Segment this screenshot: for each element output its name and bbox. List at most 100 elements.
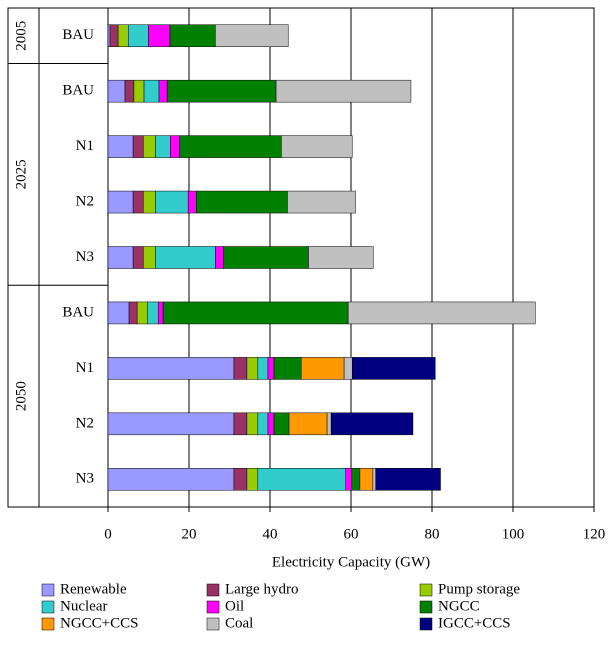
bar-segment: [107, 246, 134, 269]
bar-segment: [347, 301, 536, 325]
bar-segment: [179, 135, 282, 158]
bar-segment: [107, 412, 235, 436]
bar-segment: [267, 357, 275, 380]
y-tick-label: N2: [76, 193, 94, 209]
bar-segment: [233, 468, 248, 491]
bar-segment: [308, 246, 374, 269]
bar-segment: [128, 301, 138, 325]
y-tick-label: BAU: [62, 27, 94, 43]
bar-segment: [330, 412, 414, 436]
y-tick-label: BAU: [62, 304, 94, 320]
bar-segment: [109, 24, 119, 47]
x-tick-label: 20: [182, 526, 197, 542]
group-label: 2005: [13, 21, 29, 51]
bar-segment: [155, 190, 189, 214]
bar-segment: [155, 135, 171, 158]
bar-segment: [187, 190, 197, 214]
bar-segment: [246, 468, 259, 491]
bar-segment: [273, 357, 302, 380]
bar-segment: [196, 190, 288, 214]
y-tick-label: N3: [76, 471, 94, 487]
x-tick-label: 0: [104, 526, 112, 542]
x-tick-label: 80: [425, 526, 440, 542]
y-tick-label: BAU: [62, 83, 94, 99]
bar-segment: [351, 357, 436, 380]
frame: [7, 7, 595, 508]
bar-segment: [326, 412, 332, 436]
legend-swatch: [41, 617, 55, 631]
legend-label: Renewable: [60, 581, 127, 597]
bar-segment: [166, 79, 277, 103]
bar-segment: [142, 135, 156, 158]
bar-segment: [351, 468, 361, 491]
legend-label: Pump storage: [438, 581, 520, 597]
bar-segment: [287, 190, 356, 214]
x-tick-label: 100: [502, 526, 525, 542]
bar-segment: [148, 24, 171, 47]
legend-label: Large hydro: [225, 581, 298, 597]
bar-segment: [300, 357, 345, 380]
legend-label: NGCC: [438, 598, 480, 614]
bar-segment: [375, 468, 441, 491]
bar-segment: [162, 301, 349, 325]
bar-segment: [128, 24, 149, 47]
x-tick-label: 120: [583, 526, 606, 542]
bar-segment: [143, 79, 160, 103]
bar-segment: [133, 79, 145, 103]
x-axis-label: Electricity Capacity (GW): [272, 554, 430, 570]
bar-segment: [124, 79, 135, 103]
bar-segment: [107, 190, 134, 214]
bar-segment: [281, 135, 353, 158]
bar-segment: [117, 24, 129, 47]
legend-swatch: [206, 617, 220, 631]
bar-segment: [107, 468, 235, 491]
bar-segment: [132, 190, 144, 214]
legend-label: Nuclear: [60, 598, 107, 614]
bar-segment: [246, 357, 259, 380]
legend-label: NGCC+CCS: [60, 615, 139, 631]
legend-swatch: [419, 583, 433, 597]
bar-segment: [158, 79, 168, 103]
legend-swatch: [206, 583, 220, 597]
y-tick-label: N3: [76, 249, 94, 265]
bar-segment: [273, 412, 290, 436]
bar-segment: [157, 301, 164, 325]
bar-segment: [233, 412, 248, 436]
bar-segment: [275, 79, 412, 103]
bar-segment: [233, 357, 248, 380]
bar-segment: [147, 301, 159, 325]
legend-label: Oil: [225, 598, 244, 614]
legend-swatch: [206, 600, 220, 614]
y-tick-label: N2: [76, 415, 94, 431]
bar-segment: [345, 468, 353, 491]
bar-segment: [372, 468, 376, 491]
bar-segment: [107, 301, 130, 325]
bar-segment: [132, 246, 144, 269]
legend-swatch: [41, 600, 55, 614]
bar-segment: [267, 412, 275, 436]
legend-swatch: [419, 600, 433, 614]
legend-label: Coal: [225, 615, 253, 631]
bar-segment: [142, 246, 156, 269]
bar-segment: [246, 412, 259, 436]
bar-segment: [215, 24, 289, 47]
bar-segment: [343, 357, 353, 380]
bar-segment: [257, 412, 269, 436]
bar-segment: [169, 24, 216, 47]
bar-segment: [107, 24, 111, 47]
bar-segment: [142, 190, 156, 214]
x-tick-label: 60: [344, 526, 359, 542]
bar-segment: [359, 468, 374, 491]
x-tick-label: 40: [263, 526, 278, 542]
group-label: 2025: [13, 159, 29, 189]
y-tick-label: N1: [76, 360, 94, 376]
bar-segment: [257, 357, 269, 380]
bar-segment: [132, 135, 144, 158]
bar-segment: [257, 468, 346, 491]
bar-segment: [107, 79, 126, 103]
bar-segment: [223, 246, 309, 269]
legend-label: IGCC+CCS: [438, 615, 511, 631]
bar-segment: [136, 301, 148, 325]
group-label: 2050: [13, 381, 29, 411]
